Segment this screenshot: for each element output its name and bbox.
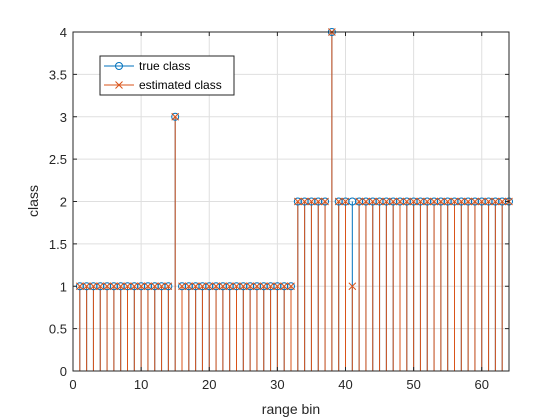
estimated-class-marker	[137, 282, 145, 291]
y-tick-label: 3.5	[49, 67, 67, 82]
estimated-class-marker	[246, 282, 254, 291]
estimated-class-marker	[266, 282, 275, 291]
estimated-class-marker	[225, 282, 234, 291]
y-tick-label: 1	[60, 279, 67, 294]
estimated-class-marker	[382, 197, 391, 206]
estimated-class-marker	[355, 197, 363, 206]
legend-estimated-class-marker	[115, 81, 123, 89]
estimated-class-marker	[157, 282, 166, 291]
estimated-class-marker	[389, 197, 398, 206]
estimated-class-marker	[341, 197, 350, 206]
y-axis-label: class	[25, 185, 41, 217]
estimated-class-marker	[287, 282, 295, 291]
estimated-class-marker	[82, 282, 91, 291]
x-tick-label: 10	[134, 377, 148, 392]
estimated-class-marker	[164, 282, 173, 291]
y-tick-label: 2.5	[49, 152, 67, 167]
estimated-class-marker	[314, 197, 323, 206]
estimated-class-marker	[491, 197, 500, 206]
estimated-class-marker	[205, 282, 214, 291]
estimated-class-marker	[280, 282, 289, 291]
legend-true-class-marker	[115, 62, 123, 70]
estimated-class-marker	[150, 282, 159, 291]
true-class-marker	[164, 282, 173, 291]
x-tick-label: 20	[202, 377, 216, 392]
estimated-class-marker	[484, 197, 493, 206]
y-tick-label: 3	[60, 110, 67, 125]
estimated-class-marker	[130, 282, 139, 291]
estimated-class-marker	[437, 197, 445, 206]
estimated-class-marker	[184, 282, 193, 291]
estimated-class-marker	[334, 197, 343, 206]
y-tick-label: 4	[60, 25, 67, 40]
estimated-class-marker	[191, 282, 200, 291]
estimated-class-marker	[375, 197, 384, 206]
estimated-class-marker	[362, 197, 370, 206]
y-tick-label: 0.5	[49, 322, 67, 337]
estimated-class-marker	[144, 282, 152, 291]
estimated-class-marker	[307, 197, 316, 206]
estimated-class-marker	[232, 282, 241, 291]
estimated-class-marker	[239, 282, 248, 291]
y-tick-label: 0	[60, 364, 67, 379]
estimated-class-marker	[96, 282, 105, 291]
y-tick-label: 2	[60, 195, 67, 210]
true-class-marker	[321, 197, 330, 206]
estimated-class-marker	[219, 282, 227, 291]
true-class-marker	[287, 282, 295, 291]
legend: true class estimated class	[99, 55, 235, 96]
estimated-class-marker	[198, 282, 207, 291]
estimated-class-marker	[348, 282, 357, 291]
estimated-class-marker	[89, 282, 98, 291]
estimated-class-marker	[430, 197, 438, 206]
estimated-class-marker	[75, 282, 84, 291]
tick-labels: 0 10 20 30 40 50 60 0 0.5 1 1.5 2 2.5 3 3.5 4	[49, 25, 489, 392]
stem-series	[79, 32, 510, 371]
estimated-class-marker	[396, 197, 404, 206]
estimated-class-marker	[300, 197, 309, 206]
estimated-class-marker	[321, 197, 329, 206]
estimated-class-marker	[212, 282, 220, 291]
estimated-class-marker	[293, 197, 302, 206]
estimated-class-marker	[253, 282, 261, 291]
estimated-class-marker	[423, 197, 432, 206]
estimated-class-marker	[171, 112, 180, 121]
x-tick-label: 30	[270, 377, 284, 392]
estimated-class-marker	[477, 197, 486, 206]
legend-estimated-class-label: estimated class	[139, 78, 222, 92]
estimated-class-marker	[123, 282, 132, 291]
x-tick-label: 0	[69, 377, 76, 392]
y-tick-label: 1.5	[49, 237, 67, 252]
x-tick-label: 40	[338, 377, 352, 392]
estimated-class-marker	[259, 282, 268, 291]
estimated-class-marker	[409, 197, 418, 206]
stem-markers	[75, 28, 513, 291]
x-tick-label: 50	[406, 377, 420, 392]
estimated-class-marker	[402, 197, 411, 206]
estimated-class-marker	[457, 197, 466, 206]
estimated-class-marker	[416, 197, 425, 206]
estimated-class-marker	[464, 197, 472, 206]
estimated-class-marker	[110, 282, 118, 291]
estimated-class-marker	[450, 197, 459, 206]
true-class-marker	[171, 112, 180, 121]
estimated-class-marker	[471, 197, 479, 206]
x-axis-label: range bin	[262, 401, 320, 417]
x-tick-label: 60	[475, 377, 489, 392]
legend-true-class-label: true class	[139, 59, 190, 73]
estimated-class-marker	[103, 282, 111, 291]
estimated-class-marker	[443, 197, 452, 206]
tick-marks	[72, 31, 509, 372]
estimated-class-marker	[273, 282, 282, 291]
estimated-class-marker	[498, 197, 507, 206]
estimated-class-marker	[178, 282, 186, 291]
estimated-class-marker	[368, 197, 377, 206]
estimated-class-marker	[116, 282, 125, 291]
